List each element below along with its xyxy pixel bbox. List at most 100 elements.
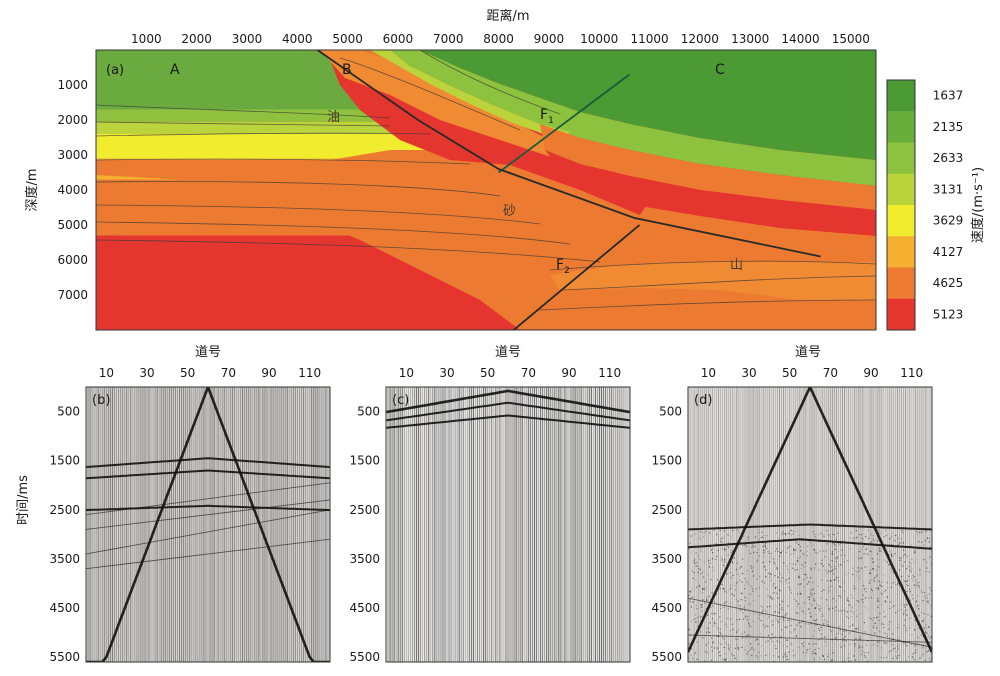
noise-dot: [869, 542, 871, 544]
lithology-label-mountain: 山: [730, 258, 743, 273]
noise-dot: [791, 632, 793, 634]
noise-dot: [784, 652, 787, 654]
y-tick-labels-b: 500 1500 2500 3500 4500 5500: [49, 405, 80, 665]
noise-dot: [720, 583, 722, 585]
noise-dot: [811, 544, 813, 546]
noise-dot: [774, 611, 776, 613]
noise-dot: [810, 568, 812, 571]
noise-dot: [919, 568, 921, 571]
noise-dot: [689, 591, 692, 593]
noise-dot: [841, 633, 843, 635]
noise-dot: [765, 641, 767, 643]
fault-F1: [498, 73, 630, 174]
noise-dot: [699, 573, 701, 575]
noise-dot: [736, 562, 738, 564]
noise-dot: [813, 600, 815, 602]
noise-dot: [866, 566, 868, 568]
noise-dot: [843, 645, 846, 647]
noise-dot: [696, 562, 698, 564]
noise-dot: [864, 652, 866, 654]
noise-dot: [713, 612, 715, 615]
noise-dot: [749, 635, 751, 637]
noise-dot: [724, 548, 726, 550]
y-tick-label: 5500: [49, 650, 80, 664]
noise-dot: [892, 648, 895, 650]
noise-dot: [915, 600, 918, 602]
noise-dot: [927, 600, 929, 602]
noise-dot: [891, 555, 893, 557]
noise-dot: [731, 561, 733, 563]
noise-dot: [745, 597, 747, 599]
noise-dot: [754, 639, 757, 642]
noise-dot: [752, 544, 754, 546]
noise-dot: [824, 618, 826, 621]
noise-dot: [850, 604, 852, 606]
noise-dot: [717, 549, 719, 551]
noise-dot: [860, 548, 862, 550]
colorbar-swatch-5: [887, 236, 915, 268]
noise-dot: [746, 653, 748, 655]
noise-dot: [918, 531, 920, 533]
noise-dot: [813, 592, 815, 595]
noise-dot: [720, 538, 723, 540]
noise-dot: [767, 595, 769, 597]
noise-dot: [891, 571, 893, 573]
noise-dot: [808, 598, 810, 601]
noise-dot: [892, 633, 894, 635]
noise-dot: [856, 536, 858, 538]
noise-dot: [828, 564, 830, 566]
noise-dot: [822, 654, 824, 657]
noise-dot: [849, 548, 851, 550]
noise-dot: [765, 542, 767, 544]
noise-dot: [851, 606, 853, 608]
noise-dot: [699, 591, 701, 593]
noise-dot: [887, 628, 890, 630]
reflection-event: [86, 499, 330, 530]
noise-dot: [742, 618, 744, 620]
noise-dot: [785, 626, 787, 629]
noise-dot: [902, 541, 904, 544]
noise-dot: [702, 599, 704, 601]
noise-dot: [821, 619, 823, 621]
noise-dot: [700, 550, 702, 552]
noise-dot: [913, 584, 915, 586]
noise-dot: [727, 554, 729, 556]
noise-dot: [719, 628, 721, 630]
noise-dot: [869, 572, 871, 574]
noise-dot: [820, 633, 822, 635]
noise-dot: [873, 567, 875, 570]
noise-dot: [711, 567, 713, 569]
noise-dot: [827, 605, 829, 607]
noise-dot: [773, 583, 775, 585]
y-tick-label: 2500: [349, 503, 380, 517]
noise-dot: [889, 564, 891, 566]
reflection-event: [86, 504, 330, 512]
noise-dot: [885, 535, 887, 537]
noise-dot: [775, 550, 777, 552]
noise-dot: [730, 552, 732, 554]
noise-dot: [867, 652, 869, 654]
noise-dot: [886, 642, 888, 644]
y-tick-label: 4500: [651, 601, 682, 615]
noise-dot: [776, 548, 778, 550]
noise-dot: [730, 658, 732, 660]
noise-dot: [809, 612, 811, 614]
noise-dot: [847, 560, 849, 562]
noise-dot: [921, 647, 924, 649]
noise-dot: [883, 616, 885, 618]
noise-dot: [751, 546, 753, 548]
noise-dot: [690, 606, 692, 608]
noise-dot: [790, 529, 792, 532]
noise-dot: [871, 590, 874, 592]
noise-dot: [725, 642, 727, 644]
noise-dot: [834, 610, 837, 612]
noise-dot: [835, 600, 837, 602]
noise-dot: [790, 592, 792, 594]
x-tick-labels-b: 10 30 50 70 90 110: [99, 366, 321, 380]
noise-dot: [822, 655, 824, 657]
noise-dot: [707, 627, 709, 629]
noise-dot: [825, 622, 828, 624]
noise-dot: [711, 646, 713, 648]
noise-dot: [790, 553, 792, 555]
noise-dot: [697, 568, 700, 570]
